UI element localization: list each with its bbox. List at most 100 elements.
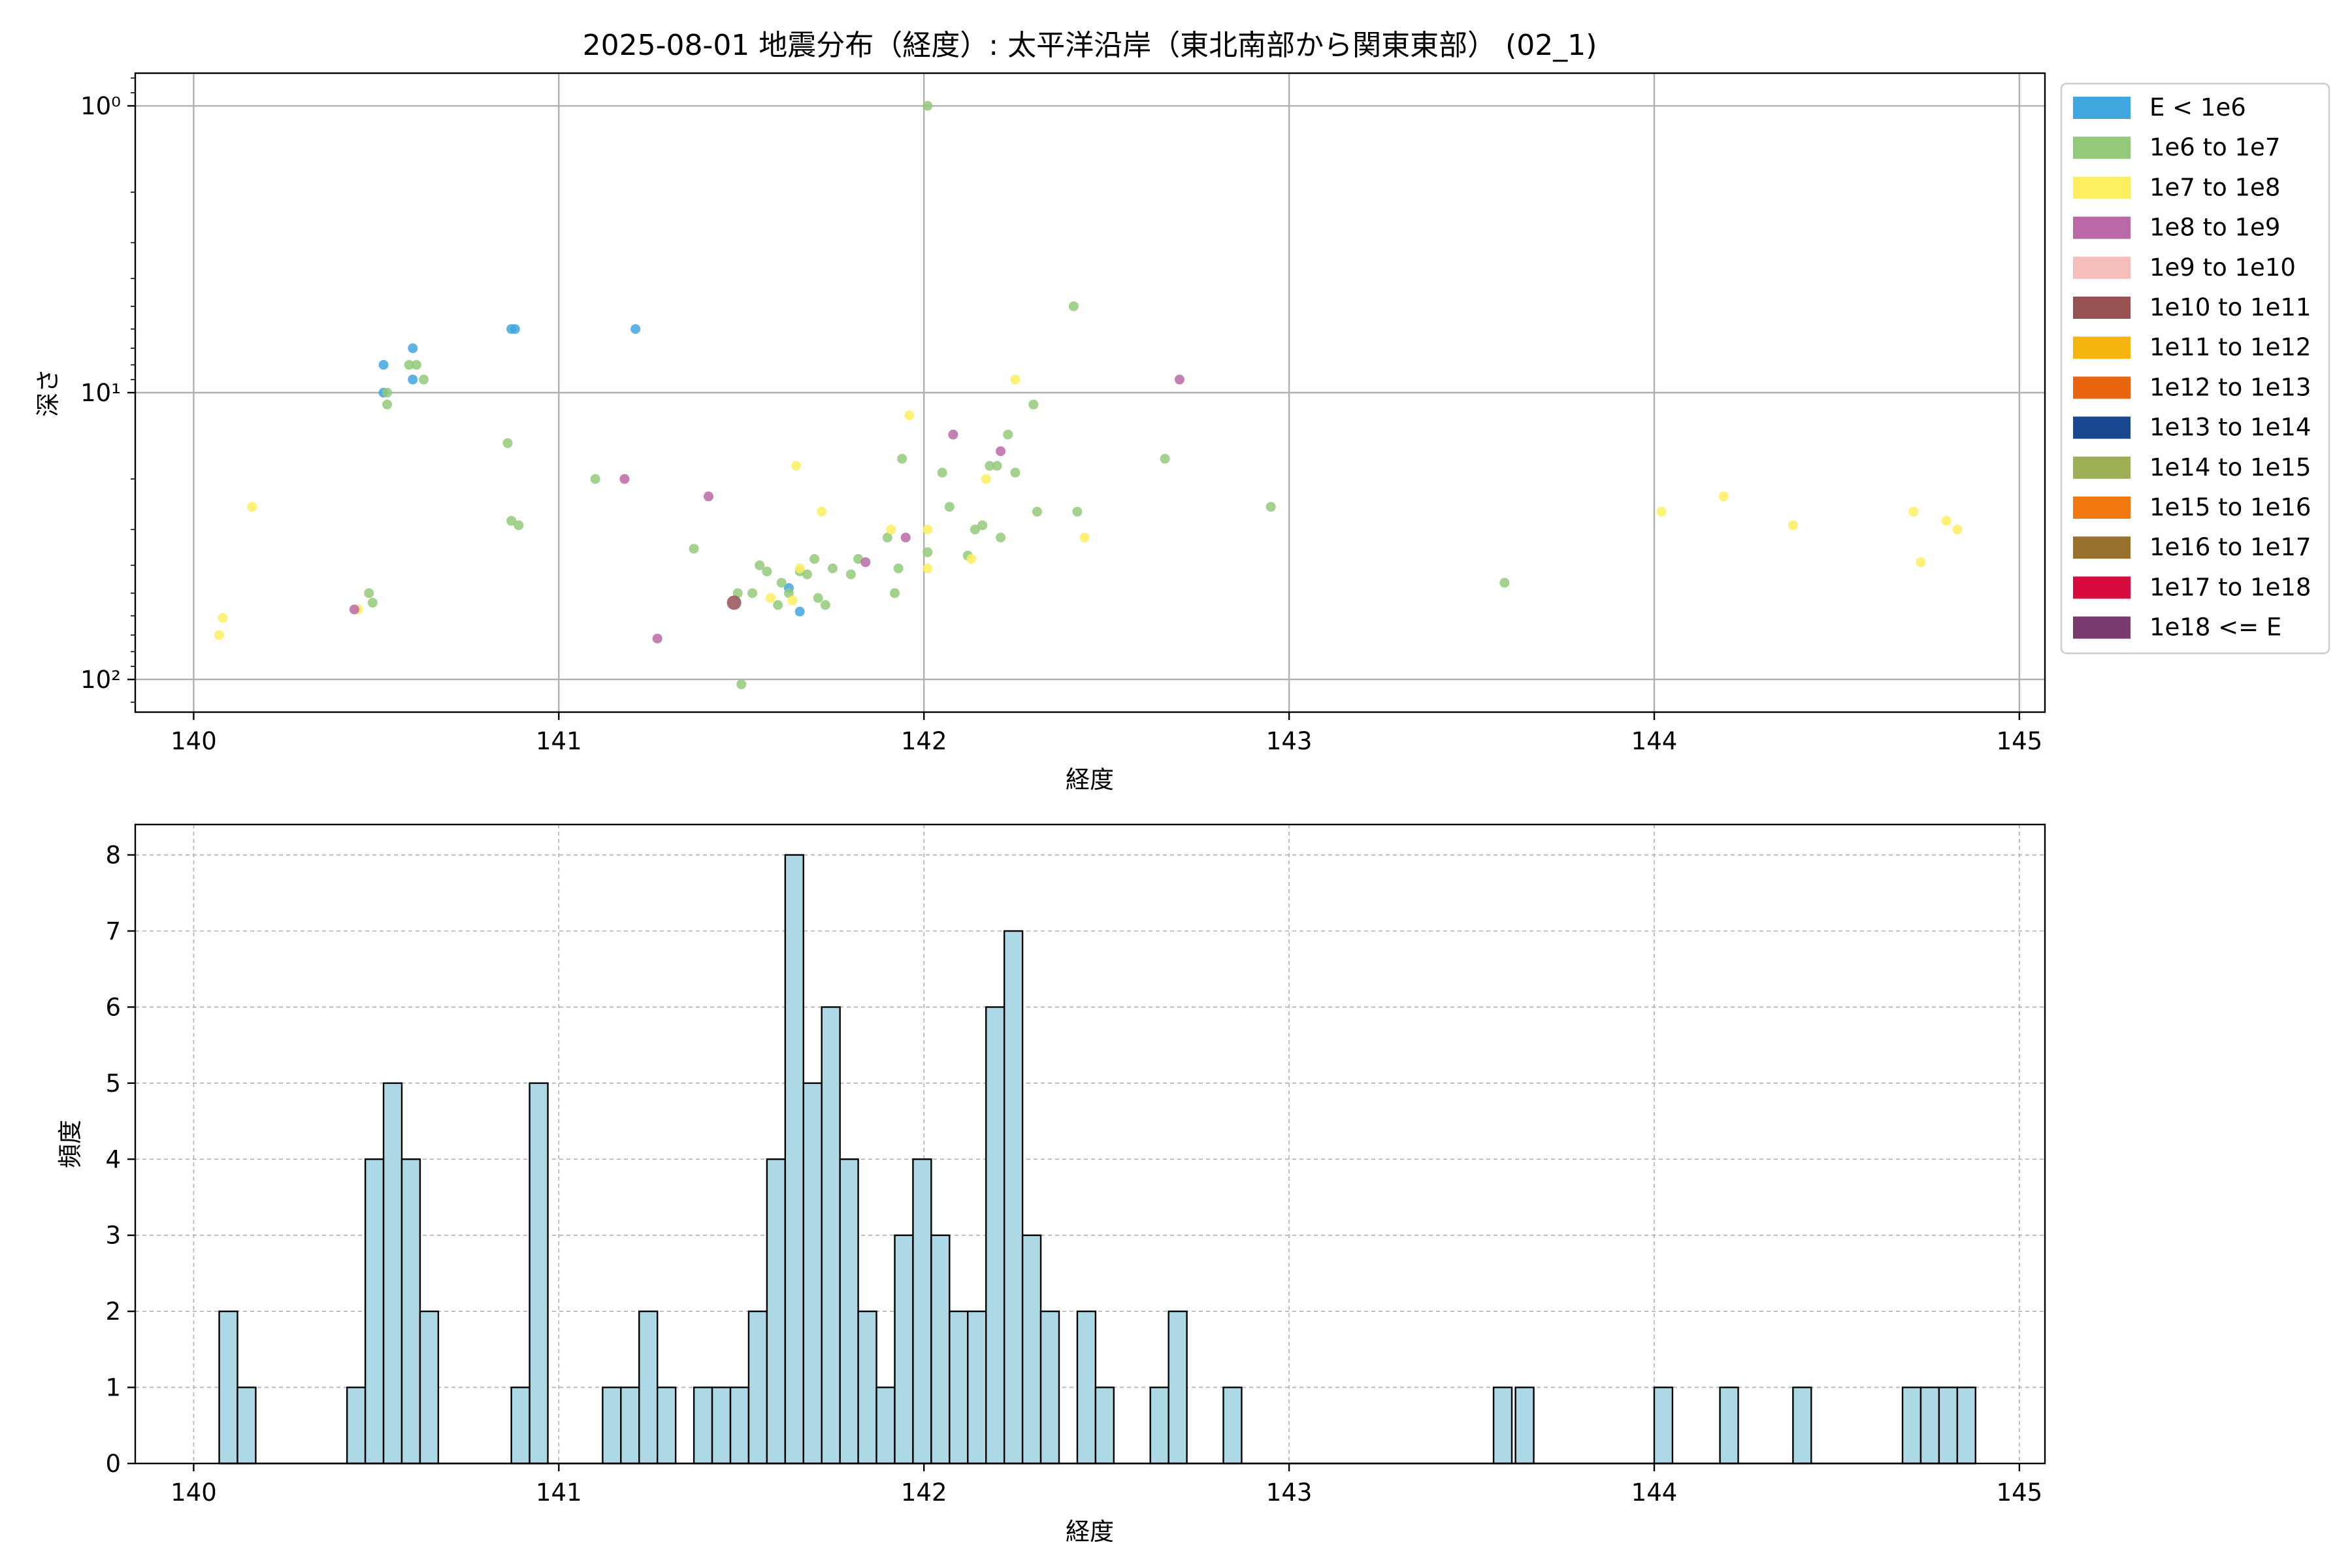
- histogram-bar: [657, 1386, 677, 1465]
- histogram-bar: [802, 1082, 823, 1465]
- histogram-bar: [1222, 1386, 1243, 1465]
- scatter-point: [923, 101, 933, 111]
- histogram-bar: [1168, 1310, 1188, 1465]
- legend-swatch: [2073, 216, 2131, 239]
- scatter-point: [1010, 374, 1021, 385]
- scatter-point: [981, 474, 991, 484]
- histogram-bar: [638, 1310, 659, 1465]
- scatter-x-tick-label: 145: [1997, 727, 2043, 755]
- histogram-bar: [1003, 930, 1024, 1465]
- scatter-point: [349, 604, 359, 615]
- scatter-point: [382, 399, 393, 410]
- histogram-x-tick-label: 145: [1997, 1478, 2043, 1507]
- histogram-bar: [985, 1006, 1005, 1465]
- scatter-y-tick-label: 10¹: [80, 379, 121, 407]
- scatter-chart: 2025-08-01 地震分布（経度）: 太平洋沿岸（東北南部から関東東部） (…: [34, 29, 2330, 794]
- legend-label: 1e11 to 1e12: [2149, 333, 2311, 361]
- scatter-point: [590, 474, 600, 484]
- scatter-point: [1072, 506, 1083, 517]
- legend-swatch: [2073, 616, 2131, 639]
- histogram-y-tick-label: 6: [105, 993, 121, 1021]
- histogram-bar: [1956, 1386, 1977, 1465]
- scatter-y-axis-label: 深さ: [34, 368, 62, 417]
- scatter-point: [882, 532, 892, 543]
- scatter-point: [996, 446, 1006, 457]
- scatter-point: [817, 506, 827, 517]
- scatter-point: [970, 524, 980, 534]
- scatter-point: [218, 613, 228, 623]
- histogram-bar: [218, 1310, 238, 1465]
- scatter-point: [506, 515, 517, 526]
- scatter-point: [773, 600, 783, 610]
- scatter-point: [794, 606, 805, 617]
- scatter-point: [364, 588, 374, 598]
- histogram-plot-frame: [134, 823, 2046, 1465]
- histogram-bar: [1653, 1386, 1674, 1465]
- scatter-point: [411, 359, 421, 370]
- scatter-point: [1003, 429, 1013, 440]
- scatter-point: [966, 554, 977, 564]
- histogram-bar: [693, 1386, 713, 1465]
- histogram-y-tick-label: 3: [105, 1222, 121, 1250]
- scatter-point: [703, 491, 713, 502]
- scatter-point: [247, 502, 257, 512]
- scatter-point: [820, 600, 830, 610]
- scatter-x-axis-label: 経度: [1066, 766, 1114, 794]
- scatter-point: [1656, 506, 1667, 517]
- legend-label: 1e6 to 1e7: [2149, 133, 2280, 161]
- scatter-points: [214, 101, 1963, 689]
- scatter-point: [802, 569, 812, 580]
- histogram-bar: [747, 1310, 768, 1465]
- legend-swatch: [2073, 456, 2131, 479]
- scatter-point: [765, 593, 776, 603]
- histogram-bar: [1719, 1386, 1739, 1465]
- legend-swatch: [2073, 176, 2131, 199]
- histogram-bar: [967, 1310, 987, 1465]
- scatter-point: [783, 588, 794, 598]
- legend-swatch: [2073, 497, 2131, 519]
- legend-label: 1e14 to 1e15: [2149, 453, 2311, 482]
- scatter-point: [897, 453, 907, 464]
- histogram-bar: [1901, 1386, 1922, 1465]
- scatter-point: [900, 532, 911, 543]
- legend-label: 1e16 to 1e17: [2149, 533, 2311, 561]
- histogram-y-tick-label: 7: [105, 917, 121, 945]
- scatter-point: [1788, 520, 1798, 531]
- scatter-point: [378, 359, 389, 370]
- scatter-point: [652, 633, 662, 644]
- scatter-point: [923, 563, 933, 574]
- legend-swatch: [2073, 416, 2131, 439]
- histogram-bar: [510, 1386, 531, 1465]
- scatter-x-tick-label: 141: [536, 727, 582, 755]
- scatter-point: [853, 554, 864, 564]
- scatter-point: [755, 560, 765, 570]
- scatter-point: [893, 563, 904, 574]
- legend-label: 1e12 to 1e13: [2149, 373, 2311, 401]
- histogram-bar: [766, 1158, 787, 1465]
- scatter-point: [1032, 506, 1042, 517]
- scatter-point: [996, 532, 1006, 543]
- legend-swatch: [2073, 97, 2131, 119]
- scatter-point: [502, 438, 513, 448]
- legend-label: E < 1e6: [2149, 93, 2246, 122]
- scatter-point: [747, 588, 758, 598]
- scatter-point: [813, 593, 823, 603]
- scatter-point: [1079, 532, 1090, 543]
- scatter-point: [776, 578, 787, 588]
- legend-swatch: [2073, 297, 2131, 319]
- scatter-point: [619, 474, 630, 484]
- scatter-point: [787, 595, 798, 606]
- histogram-bar: [857, 1310, 877, 1465]
- scatter-title: 2025-08-01 地震分布（経度）: 太平洋沿岸（東北南部から関東東部） (…: [583, 29, 1597, 62]
- histogram-bar: [1094, 1386, 1115, 1465]
- scatter-point: [791, 461, 802, 471]
- scatter-point: [736, 679, 747, 689]
- histogram-bar: [839, 1158, 859, 1465]
- scatter-point: [1174, 374, 1184, 385]
- histogram-bar: [382, 1082, 403, 1465]
- scatter-point: [985, 461, 995, 471]
- histogram-bar: [1514, 1386, 1535, 1465]
- histogram-y-tick-label: 1: [105, 1374, 121, 1402]
- histogram-bar: [529, 1082, 549, 1465]
